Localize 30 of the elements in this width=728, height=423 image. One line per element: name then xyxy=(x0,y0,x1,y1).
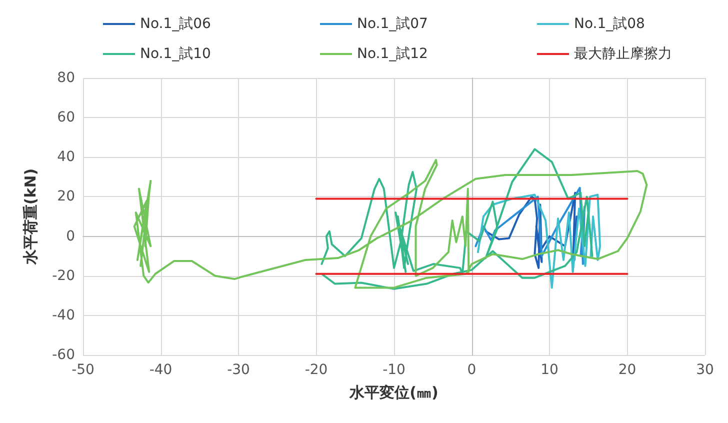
x-tick-label: -10 xyxy=(382,362,406,378)
y-tick-label: 40 xyxy=(57,149,75,166)
y-tick-label: -40 xyxy=(52,307,75,324)
legend-label: No.1_試08 xyxy=(574,16,645,32)
line-series xyxy=(476,194,602,289)
x-tick-label: 30 xyxy=(696,362,714,378)
y-tick-label: -20 xyxy=(52,268,75,284)
line-series xyxy=(133,158,648,289)
x-tick-label: -20 xyxy=(304,362,328,378)
line-series xyxy=(474,186,586,265)
y-tick-label: 0 xyxy=(66,228,75,244)
x-tick-label: -40 xyxy=(149,362,172,378)
legend-label: No.1_試06 xyxy=(140,16,212,32)
y-tick-label: 80 xyxy=(57,70,75,86)
x-tick-label: 10 xyxy=(540,362,558,378)
legend-label: No.1_試12 xyxy=(357,46,428,62)
legend-label: 最大静止摩擦力 xyxy=(574,46,672,62)
legend-label: No.1_試07 xyxy=(357,16,428,32)
line-series xyxy=(484,192,578,272)
x-tick-label: 20 xyxy=(618,362,636,378)
x-tick-label: -30 xyxy=(227,362,250,378)
legend-label: No.1_試10 xyxy=(140,46,211,62)
line-series xyxy=(320,148,594,290)
y-tick-label: -60 xyxy=(52,347,75,363)
x-axis-title: 水平変位(㎜) xyxy=(348,384,438,402)
x-tick-label: -50 xyxy=(72,362,94,378)
y-axis-title: 水平荷重(kN) xyxy=(22,168,40,266)
y-tick-label: 60 xyxy=(57,110,75,126)
y-tick-label: 20 xyxy=(57,188,75,205)
x-tick-label: 0 xyxy=(467,362,476,378)
